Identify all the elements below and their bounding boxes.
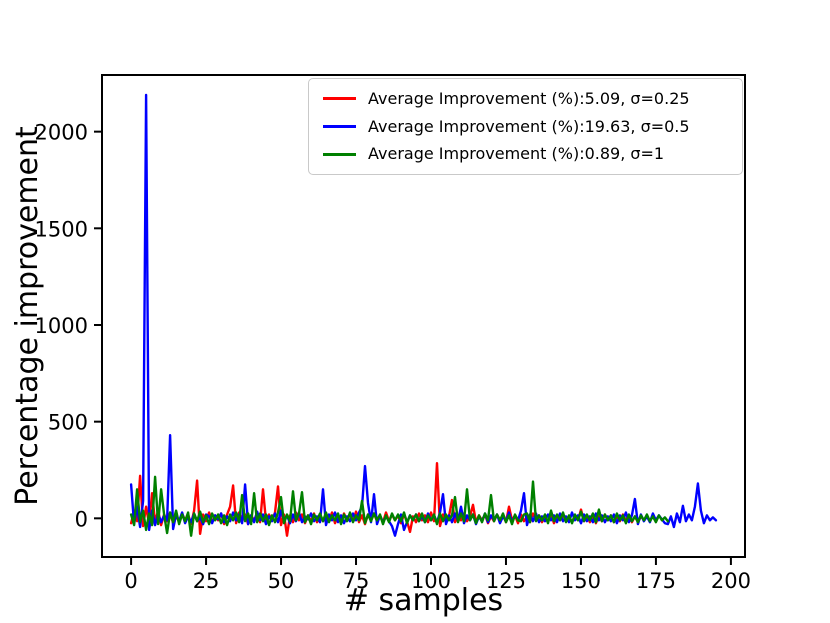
legend: Average Improvement (%):5.09, σ=0.25 Ave… xyxy=(308,78,743,175)
x-tick-label: 50 xyxy=(268,569,295,593)
legend-line-blue-icon xyxy=(323,125,356,128)
legend-label-sigma-025: Average Improvement (%):5.09, σ=0.25 xyxy=(368,88,690,108)
x-tick-label: 75 xyxy=(343,569,370,593)
y-tick-label: 1000 xyxy=(35,314,88,338)
axes-frame xyxy=(101,74,746,558)
legend-label-sigma-05: Average Improvement (%):19.63, σ=0.5 xyxy=(368,116,690,136)
legend-line-green-icon xyxy=(323,152,356,156)
x-tick-label: 175 xyxy=(636,569,676,593)
legend-row-sigma-1: Average Improvement (%):0.89, σ=1 xyxy=(319,140,732,168)
series-line-sigma-1 xyxy=(129,475,670,537)
x-axis-label: # samples xyxy=(343,583,504,618)
x-tick-label: 150 xyxy=(561,569,601,593)
x-tick-label: 125 xyxy=(486,569,526,593)
y-tick-label: 1500 xyxy=(35,217,88,241)
y-axis-label: Percentage improvement xyxy=(10,126,45,506)
legend-row-sigma-05: Average Improvement (%):19.63, σ=0.5 xyxy=(319,113,732,141)
x-tick-label: 200 xyxy=(711,569,751,593)
legend-row-sigma-025: Average Improvement (%):5.09, σ=0.25 xyxy=(319,85,732,113)
x-tick-label: 100 xyxy=(411,569,451,593)
y-tick-label: 2000 xyxy=(35,121,88,145)
x-tick-label: 0 xyxy=(124,569,137,593)
legend-label-sigma-1: Average Improvement (%):0.89, σ=1 xyxy=(368,144,665,164)
legend-line-red-icon xyxy=(323,97,356,101)
series-line-sigma-025 xyxy=(129,462,643,537)
y-tick-label: 0 xyxy=(75,507,88,531)
x-tick-label: 25 xyxy=(193,569,220,593)
y-tick-label: 500 xyxy=(48,411,88,435)
